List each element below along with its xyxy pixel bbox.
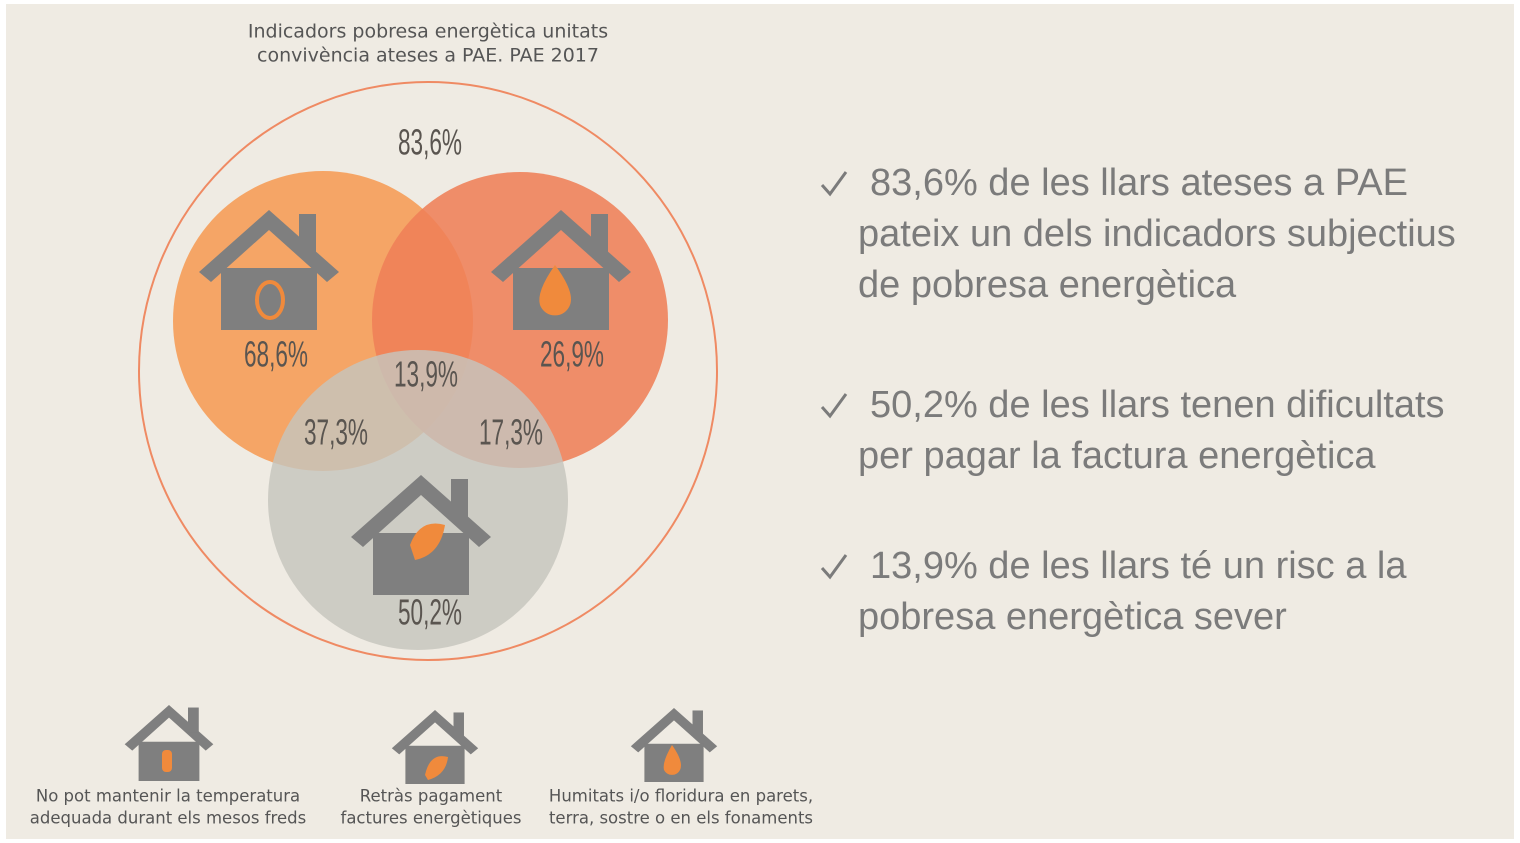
checkmark xyxy=(820,393,848,419)
venn-value: 83,6% xyxy=(398,122,462,163)
legend-icon xyxy=(663,745,681,775)
money-icon xyxy=(410,523,445,560)
venn-value: 68,6% xyxy=(244,334,308,375)
title-line: convivència ateses a PAE. PAE 2017 xyxy=(257,45,599,67)
venn-value: 17,3% xyxy=(479,412,543,453)
payment-circle xyxy=(268,350,568,650)
bullet-line: pobresa energètica sever xyxy=(858,596,1287,638)
legend-caption: Retràs pagament xyxy=(360,787,503,806)
legend-icon xyxy=(162,750,172,772)
checkmark xyxy=(820,554,848,580)
legend-icon xyxy=(425,756,448,780)
title-line: Indicadors pobresa energètica unitats xyxy=(248,21,608,43)
legend-caption: Humitats i/o floridura en parets, xyxy=(549,787,813,806)
bullet-line: de pobresa energètica xyxy=(858,264,1237,306)
bullet-line: 83,6% de les llars ateses a PAE xyxy=(870,162,1408,204)
legend-caption: No pot mantenir la temperatura xyxy=(36,787,300,806)
venn-value: 50,2% xyxy=(398,592,462,633)
venn-value: 26,9% xyxy=(540,334,604,375)
checkmark xyxy=(820,171,848,197)
drop-icon xyxy=(539,265,571,316)
bullet-line: 50,2% de les llars tenen dificultats xyxy=(870,384,1445,426)
venn-value: 13,9% xyxy=(394,354,458,395)
outer-circle xyxy=(138,81,718,661)
bulb-icon xyxy=(255,280,285,320)
legend-caption: factures energètiques xyxy=(341,809,522,828)
venn-value: 37,3% xyxy=(304,412,368,453)
bullet-line: 13,9% de les llars té un risc a la xyxy=(870,545,1407,587)
bullet-line: per pagar la factura energètica xyxy=(858,435,1376,477)
bullet-line: pateix un dels indicadors subjectius xyxy=(858,213,1456,255)
legend-caption: terra, sostre o en els fonaments xyxy=(549,809,813,828)
legend-caption: adequada durant els mesos freds xyxy=(30,809,306,828)
